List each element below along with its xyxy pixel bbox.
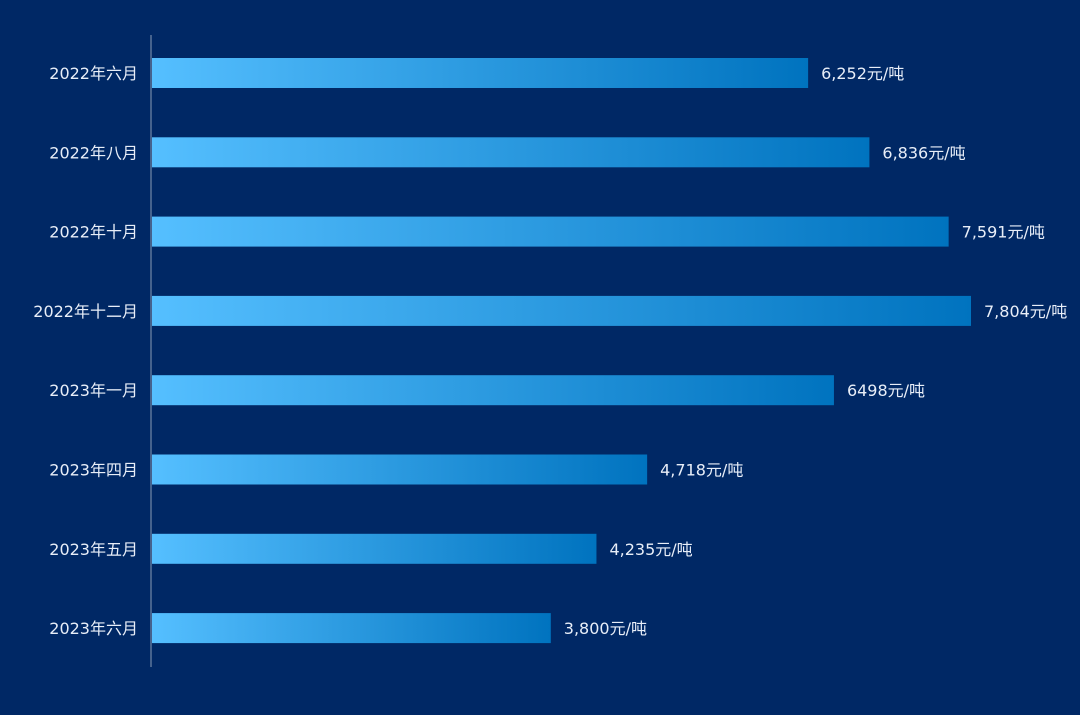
data-label: 6498元/吨 xyxy=(847,381,925,400)
bar xyxy=(152,533,597,564)
data-label: 4,718元/吨 xyxy=(660,461,743,480)
bar xyxy=(152,295,971,326)
data-label: 3,800元/吨 xyxy=(564,619,647,638)
category-label: 2022年十月 xyxy=(49,223,138,242)
bar xyxy=(152,613,551,644)
category-label: 2023年一月 xyxy=(49,381,138,400)
category-label: 2022年十二月 xyxy=(33,302,138,321)
bar xyxy=(152,137,870,168)
data-label: 6,836元/吨 xyxy=(882,143,965,162)
category-label: 2023年五月 xyxy=(49,540,138,559)
category-label: 2023年六月 xyxy=(49,619,138,638)
bar xyxy=(152,58,809,88)
bar xyxy=(152,375,834,406)
bar xyxy=(152,216,949,247)
category-label: 2022年六月 xyxy=(49,64,138,83)
category-label: 2022年八月 xyxy=(49,143,138,162)
data-label: 7,804元/吨 xyxy=(984,302,1067,321)
data-label: 6,252元/吨 xyxy=(821,64,904,83)
data-label: 7,591元/吨 xyxy=(962,223,1045,242)
bar xyxy=(152,454,648,485)
data-label: 4,235元/吨 xyxy=(609,540,692,559)
category-label: 2023年四月 xyxy=(49,461,138,480)
